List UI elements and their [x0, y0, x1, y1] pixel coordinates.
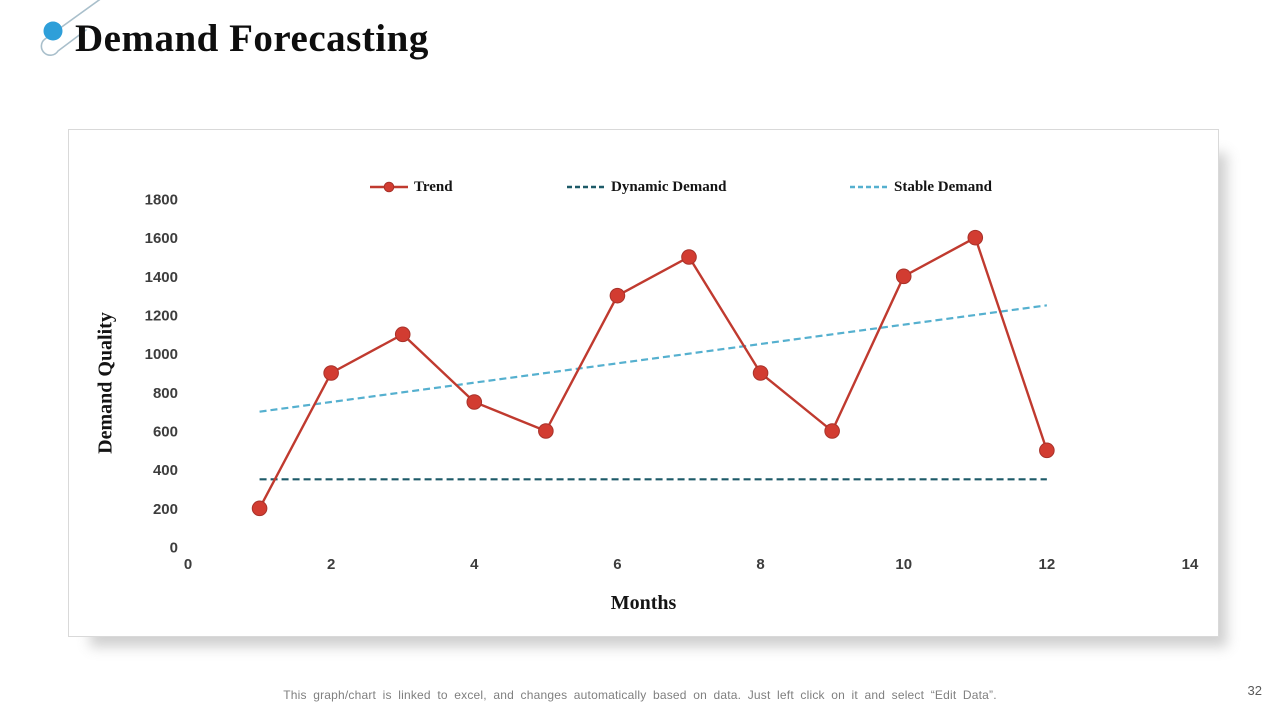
- legend-label-dynamic-demand: Dynamic Demand: [611, 178, 727, 195]
- title-pin-icon: [40, 0, 101, 56]
- x-tick-label: 0: [184, 556, 192, 573]
- page-number: 32: [1247, 683, 1262, 698]
- trend-marker[interactable]: [466, 394, 483, 410]
- trend-marker[interactable]: [967, 229, 984, 246]
- footer-note: This graph/chart is linked to excel, and…: [283, 688, 997, 702]
- y-tick-label: 400: [153, 462, 178, 479]
- trend-marker[interactable]: [895, 268, 912, 285]
- dynamic-demand-legend-swatch: [567, 185, 605, 189]
- y-tick-label: 1800: [145, 192, 178, 209]
- page-title: Demand Forecasting: [75, 17, 429, 60]
- y-tick-label: 800: [153, 385, 178, 402]
- x-tick-label: 6: [613, 556, 621, 573]
- legend-item-trend[interactable]: Trend: [369, 177, 453, 197]
- legend-item-dynamic-demand[interactable]: Dynamic Demand: [566, 177, 726, 197]
- legend-label-stable-demand: Stable Demand: [894, 178, 992, 195]
- trend-marker[interactable]: [538, 423, 554, 439]
- trend-legend-swatch: [370, 181, 408, 193]
- trend-marker[interactable]: [824, 423, 840, 439]
- y-tick-label: 600: [153, 424, 178, 441]
- y-tick-label: 0: [170, 540, 178, 557]
- y-tick-label: 1000: [145, 346, 178, 363]
- trend-marker[interactable]: [1039, 442, 1055, 459]
- stable-demand-legend-swatch: [850, 185, 888, 189]
- trend-marker[interactable]: [752, 365, 769, 381]
- trend-marker[interactable]: [251, 500, 268, 517]
- x-tick-label: 10: [895, 556, 912, 573]
- trend-marker[interactable]: [394, 326, 411, 343]
- x-tick-label: 8: [756, 556, 764, 573]
- chart-svg[interactable]: 0 200 400 600 800 1000 1200 1400 1600 1800 0 2 4 6 8 10…: [69, 130, 1218, 636]
- trend-marker[interactable]: [609, 287, 626, 304]
- y-tick-label: 200: [153, 501, 178, 518]
- x-tick-label: 12: [1039, 556, 1056, 573]
- stable-demand-line[interactable]: [259, 304, 1048, 413]
- y-tick-label: 1400: [145, 269, 178, 286]
- trend-marker[interactable]: [323, 365, 339, 381]
- pin-loop-line: [40, 0, 101, 56]
- x-tick-label: 2: [327, 556, 335, 573]
- pin-dot: [43, 21, 63, 41]
- legend-item-stable-demand[interactable]: Stable Demand: [849, 177, 992, 197]
- chart-panel[interactable]: 0 200 400 600 800 1000 1200 1400 1600 1800 0 2 4 6 8 10…: [68, 129, 1219, 637]
- trend-marker[interactable]: [681, 249, 697, 265]
- x-tick-label: 14: [1182, 556, 1199, 573]
- x-tick-label: 4: [470, 556, 479, 573]
- y-tick-label: 1600: [145, 230, 178, 247]
- trend-line[interactable]: [258, 235, 1048, 509]
- y-axis-title: Demand Quality: [94, 312, 117, 454]
- legend-label-trend: Trend: [414, 178, 453, 195]
- x-axis-title: Months: [610, 592, 677, 614]
- y-tick-label: 1200: [145, 308, 178, 325]
